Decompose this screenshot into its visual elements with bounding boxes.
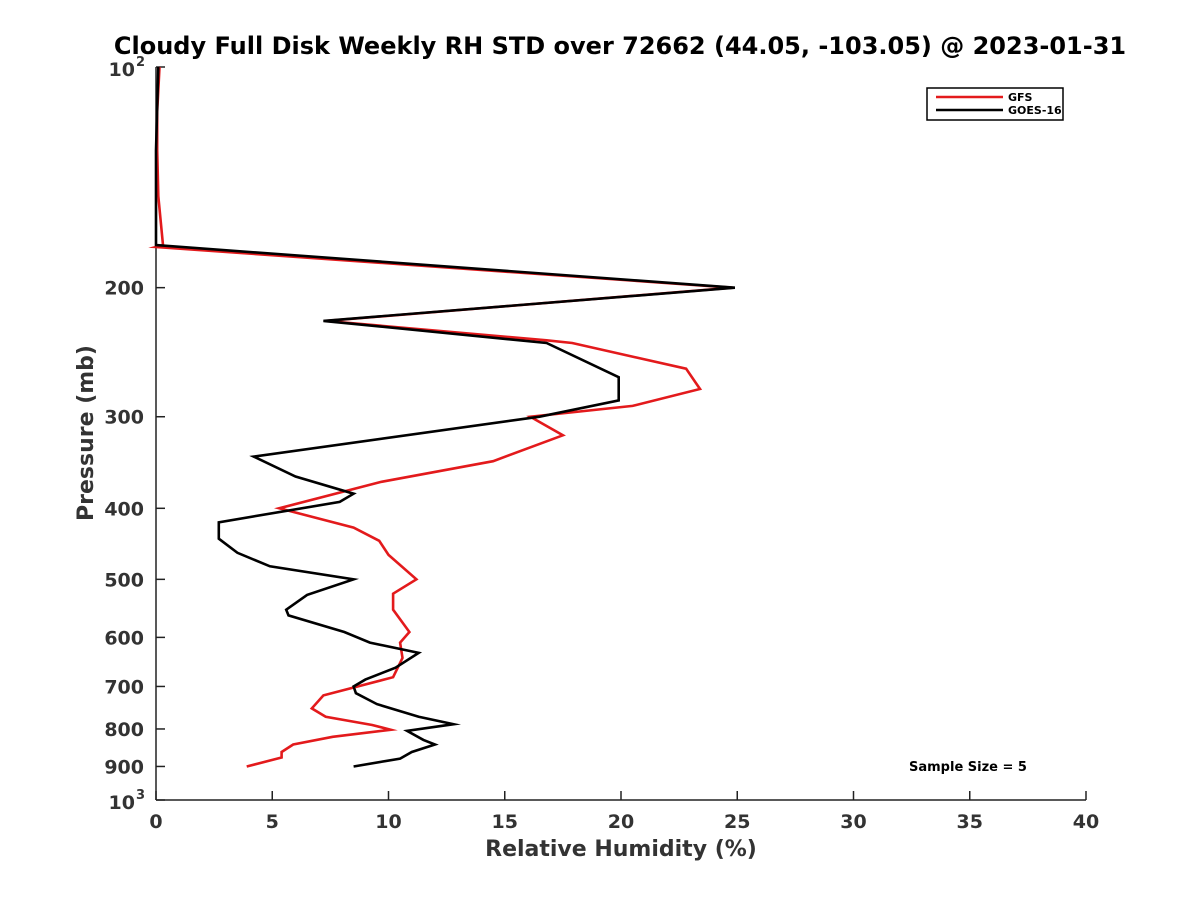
x-axis-label: Relative Humidity (%) <box>485 837 757 862</box>
x-tick-label: 25 <box>724 811 750 833</box>
y-tick-label: 400 <box>104 498 144 520</box>
x-tick-label: 5 <box>266 811 279 833</box>
x-tick-label: 35 <box>957 811 983 833</box>
x-tick-label: 30 <box>840 811 866 833</box>
y-tick-label: 200 <box>104 278 144 300</box>
series-line-gfs <box>148 66 733 768</box>
y-tick-label: 10 <box>109 792 135 814</box>
y-tick-label: 900 <box>104 756 144 778</box>
y-tick-label: 700 <box>104 676 144 698</box>
legend: GFS GOES-16 <box>926 87 1064 121</box>
chart-title: Cloudy Full Disk Weekly RH STD over 7266… <box>114 32 1126 60</box>
y-tick-label: 600 <box>104 627 144 649</box>
y-axis-label: Pressure (mb) <box>74 345 99 521</box>
axes <box>155 67 1086 801</box>
y-tick-label: 10 <box>109 59 135 81</box>
x-tick-label: 15 <box>492 811 518 833</box>
x-axis-ticks: 0 5 10 15 20 25 30 35 40 <box>149 791 1099 833</box>
sample-size-annotation: Sample Size = 5 <box>909 760 1027 775</box>
legend-label-gfs: GFS <box>1008 91 1033 104</box>
y-tick-label: 800 <box>104 719 144 741</box>
y-tick-exponent: 3 <box>136 788 145 803</box>
x-tick-label: 10 <box>375 811 401 833</box>
y-tick-label: 500 <box>104 569 144 591</box>
y-tick-exponent: 2 <box>136 55 145 70</box>
series-line-goes16 <box>154 66 736 768</box>
legend-label-goes16: GOES-16 <box>1008 104 1062 117</box>
plot-area <box>148 66 736 768</box>
legend-box <box>926 87 1064 121</box>
x-tick-label: 0 <box>149 811 162 833</box>
x-tick-label: 40 <box>1073 811 1099 833</box>
y-tick-label: 300 <box>104 407 144 429</box>
x-tick-label: 20 <box>608 811 634 833</box>
